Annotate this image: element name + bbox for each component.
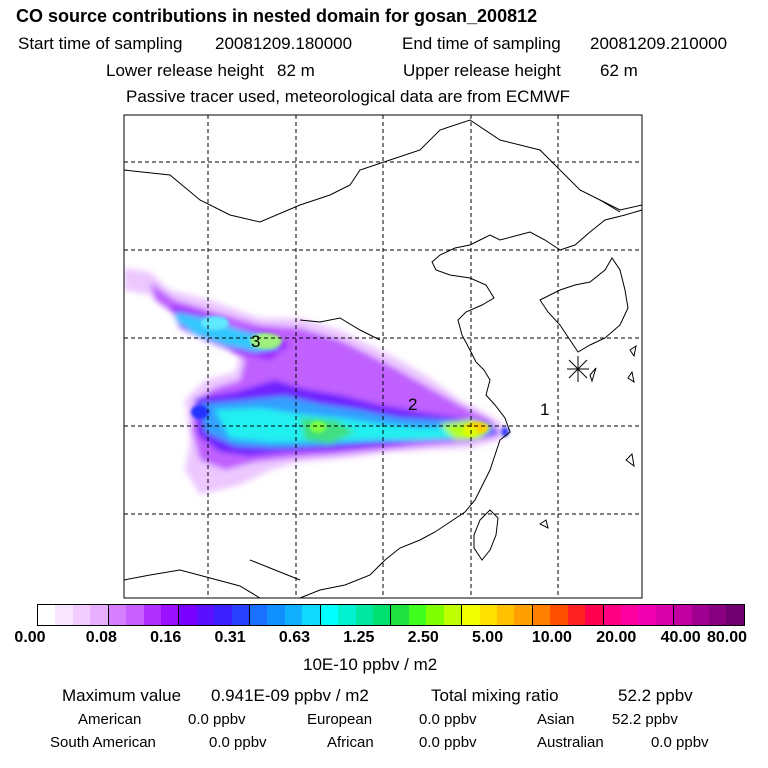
colorbar-cell: [479, 605, 497, 625]
colorbar-cell: [567, 605, 586, 625]
colorbar-tick-label: 0.63: [278, 629, 311, 646]
colorbar-tick-label: 0.16: [150, 629, 182, 646]
colorbar-cell: [284, 605, 303, 625]
colorbar-cell: [514, 605, 533, 625]
colorbar-cell: [408, 605, 427, 625]
colorbar-cell: [90, 605, 109, 625]
region-name-asian: Asian: [537, 711, 575, 728]
colorbar-cell: [373, 605, 392, 625]
region-label-1: 1: [540, 400, 549, 419]
colorbar-cell: [620, 605, 639, 625]
colorbar-cell: [674, 605, 692, 625]
colorbar-tick-label: 2.50: [407, 629, 439, 646]
colorbar-cell: [126, 605, 144, 625]
map-frame: [123, 114, 643, 599]
colorbar-cell: [585, 605, 604, 625]
region-name-american: American: [78, 711, 142, 728]
colorbar-tick-label: 10.00: [531, 629, 572, 646]
colorbar-cell: [214, 605, 232, 625]
total-mixing-value: 52.2 ppbv: [618, 686, 693, 705]
colorbar-cell: [179, 605, 197, 625]
colorbar-cell: [108, 605, 127, 625]
colorbar-tick-label: 80.00: [706, 629, 748, 646]
colorbar-cell: [55, 605, 73, 625]
colorbar-cell: [302, 605, 321, 625]
region-name-african: African: [327, 734, 374, 751]
colorbar-cell: [655, 605, 675, 625]
asterisk-icon: [567, 356, 589, 382]
colorbar-tick-label: 1.25: [343, 629, 375, 646]
colorbar-cell: [143, 605, 161, 625]
lower-release-label: Lower release height: [106, 61, 264, 80]
coastline-borders: [124, 119, 642, 598]
region-value-american: 0.0 ppbv: [188, 711, 246, 728]
upper-release-label: Upper release height: [403, 61, 561, 80]
colorbar-cell: [38, 605, 56, 625]
colorbar-cell: [160, 605, 180, 625]
colorbar-cell: [603, 605, 621, 625]
colorbar-cell: [355, 605, 374, 625]
region-label-2: 2: [408, 395, 417, 414]
colorbar-tick-label: 20.00: [596, 629, 637, 646]
region-value-european: 0.0 ppbv: [419, 711, 477, 728]
colorbar-tick-label: 40.00: [660, 629, 701, 646]
max-value: 0.941E-09 ppbv / m2: [211, 686, 369, 705]
colorbar: [37, 604, 745, 626]
colorbar-cell: [496, 605, 515, 625]
colorbar-tick-label: 5.00: [471, 629, 504, 646]
colorbar-cell: [709, 605, 727, 625]
colorbar-tick-label: 0.08: [85, 629, 117, 646]
region-name-south-american: South American: [50, 734, 156, 751]
lat-lon-grid: [124, 115, 642, 598]
region-name-australian: Australian: [537, 734, 604, 751]
max-value-label: Maximum value: [62, 686, 182, 705]
region-name-european: European: [307, 711, 373, 728]
map-panel: 1 2 3: [123, 114, 643, 599]
colorbar-cell: [250, 605, 268, 625]
tracer-note: Passive tracer used, meteorological data…: [126, 87, 571, 106]
colorbar-cell: [196, 605, 215, 625]
colorbar-cell: [391, 605, 409, 625]
start-time-value: 20081209.180000: [215, 34, 353, 53]
colorbar-cell: [231, 605, 251, 625]
colorbar-cell: [550, 605, 568, 625]
colorbar-cell: [443, 605, 463, 625]
page-title: CO source contributions in nested domain…: [16, 6, 538, 26]
colorbar-tick-label: 0.31: [214, 629, 246, 646]
colorbar-cell: [72, 605, 91, 625]
colorbar-cell: [338, 605, 356, 625]
colorbar-cell: [638, 605, 656, 625]
region-label-3: 3: [251, 332, 260, 351]
colorbar-cell: [320, 605, 339, 625]
upper-release-value: 62 m: [600, 61, 638, 80]
colorbar-cell: [426, 605, 444, 625]
end-time-value: 20081209.210000: [590, 34, 728, 53]
colorbar-cell: [462, 605, 480, 625]
colorbar-cell: [691, 605, 710, 625]
end-time-label: End time of sampling: [402, 34, 561, 53]
region-value-south-american: 0.0 ppbv: [209, 734, 267, 751]
region-value-australian: 0.0 ppbv: [651, 734, 709, 751]
colorbar-cell: [726, 605, 744, 625]
concentration-plume: [124, 268, 509, 495]
colorbar-cell: [532, 605, 551, 625]
region-value-african: 0.0 ppbv: [419, 734, 477, 751]
colorbar-cell: [267, 605, 285, 625]
region-value-asian: 52.2 ppbv: [612, 711, 678, 728]
lower-release-value: 82 m: [277, 61, 315, 80]
start-time-label: Start time of sampling: [18, 34, 183, 53]
total-mixing-label: Total mixing ratio: [431, 686, 559, 705]
colorbar-tick-label: 0.00: [14, 629, 46, 646]
colorbar-units: 10E-10 ppbv / m2: [303, 655, 438, 674]
